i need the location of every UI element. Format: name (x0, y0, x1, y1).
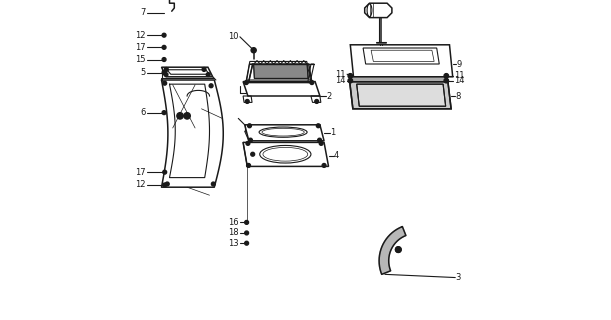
Text: 14: 14 (335, 76, 346, 85)
Circle shape (163, 81, 167, 85)
Circle shape (162, 111, 166, 115)
Text: 18: 18 (228, 228, 239, 237)
Circle shape (318, 138, 321, 142)
Text: 6: 6 (141, 108, 146, 117)
Polygon shape (349, 82, 451, 109)
Circle shape (251, 152, 255, 156)
Circle shape (162, 45, 166, 49)
Text: 13: 13 (228, 239, 239, 248)
Polygon shape (357, 84, 445, 106)
Circle shape (184, 113, 190, 119)
Circle shape (166, 182, 169, 186)
Circle shape (310, 81, 314, 84)
Text: 1: 1 (330, 128, 335, 137)
Circle shape (444, 78, 448, 83)
Circle shape (164, 68, 168, 71)
Text: 4: 4 (334, 151, 339, 160)
Circle shape (315, 100, 318, 103)
Polygon shape (349, 77, 448, 82)
Polygon shape (254, 65, 308, 78)
Circle shape (348, 74, 353, 78)
Circle shape (162, 33, 166, 37)
Text: 10: 10 (228, 32, 239, 41)
Text: 7: 7 (141, 8, 146, 17)
Text: 11: 11 (335, 70, 345, 79)
Text: 14: 14 (453, 76, 464, 85)
Circle shape (316, 124, 320, 128)
Text: 12: 12 (135, 180, 146, 189)
Circle shape (444, 74, 448, 78)
Circle shape (244, 231, 249, 235)
Text: 3: 3 (456, 273, 461, 282)
Circle shape (209, 84, 213, 88)
Circle shape (246, 141, 250, 145)
Circle shape (163, 183, 167, 187)
Circle shape (202, 68, 206, 71)
Text: 5: 5 (141, 68, 146, 77)
Circle shape (244, 220, 249, 224)
Circle shape (211, 182, 215, 186)
Text: 15: 15 (135, 55, 146, 64)
Circle shape (177, 113, 183, 119)
Circle shape (207, 73, 210, 76)
Circle shape (320, 141, 323, 145)
Circle shape (163, 170, 167, 174)
Text: 16: 16 (228, 218, 239, 227)
Text: 12: 12 (135, 31, 146, 40)
Polygon shape (379, 227, 406, 274)
Circle shape (247, 164, 251, 167)
Text: 8: 8 (456, 92, 461, 100)
Circle shape (164, 73, 168, 76)
Circle shape (162, 71, 166, 75)
Circle shape (249, 138, 252, 142)
Circle shape (244, 81, 248, 84)
Text: 9: 9 (456, 60, 461, 68)
Circle shape (162, 58, 166, 61)
Circle shape (322, 164, 326, 167)
Circle shape (395, 247, 401, 252)
Circle shape (246, 100, 249, 103)
Circle shape (251, 48, 256, 53)
Circle shape (244, 241, 249, 245)
Text: 11: 11 (453, 71, 464, 80)
Text: 17: 17 (135, 43, 146, 52)
Circle shape (348, 78, 353, 83)
Circle shape (247, 124, 251, 128)
Text: 17: 17 (135, 168, 146, 177)
Text: 2: 2 (327, 92, 332, 100)
